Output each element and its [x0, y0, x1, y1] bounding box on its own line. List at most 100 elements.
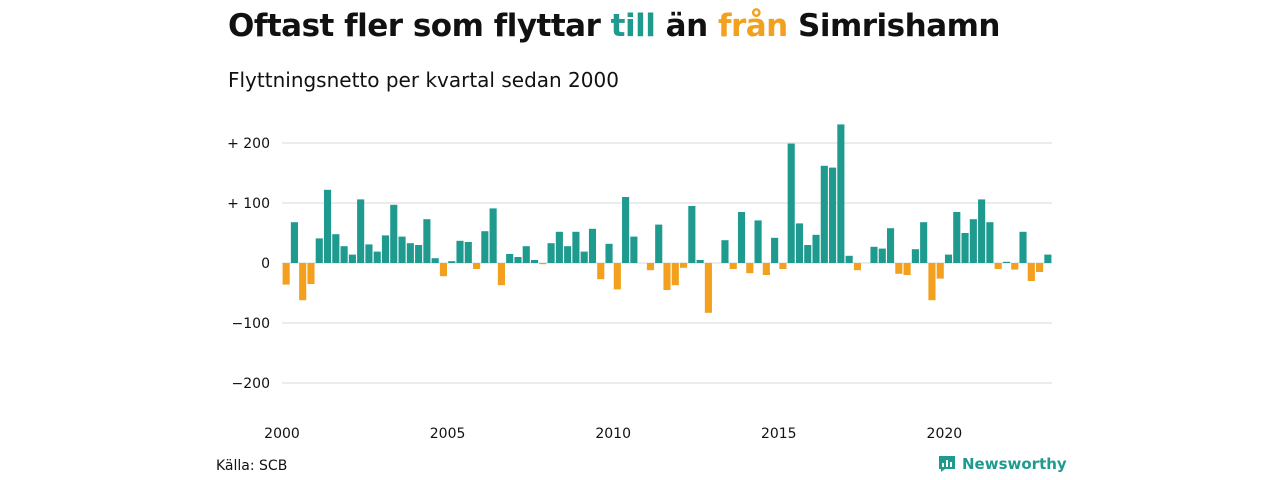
bar: 2016-Q4: 231 [837, 124, 845, 264]
bar: 2003-Q2: 97 [390, 204, 398, 263]
bar: 2021-Q4: 2 [1002, 261, 1011, 263]
bar: 2009-Q2: 57 [588, 228, 597, 263]
bar: 2007-Q4: -2 [539, 263, 547, 265]
bar: 2007-Q3: 5 [530, 260, 539, 263]
bar: 2019-Q1: 23 [911, 249, 919, 263]
bar: 2001-Q1: 41 [315, 238, 323, 263]
bar: 2008-Q2: 52 [555, 231, 563, 263]
bar: 2014-Q3: -20 [762, 263, 770, 275]
x-tick-label: 2000 [264, 426, 300, 442]
x-tick-label: 2020 [927, 426, 963, 442]
bar: 2001-Q4: 28 [340, 246, 348, 263]
bar: 2012-Q1: -8 [680, 263, 688, 268]
bar: 2014-Q4: 42 [771, 237, 779, 263]
bar: 2021-Q3: -10 [994, 263, 1002, 269]
bar: 2015-Q1: -10 [779, 263, 787, 269]
bar: 2007-Q1: 10 [514, 257, 522, 263]
bar: 2008-Q1: 33 [547, 243, 555, 263]
bar: 2022-Q2: 52 [1019, 231, 1027, 263]
bar: 2016-Q2: 162 [820, 165, 828, 263]
bar: 2005-Q2: 37 [456, 240, 464, 263]
bar: 2020-Q3: 50 [961, 233, 969, 263]
bar: 2020-Q2: 85 [953, 212, 961, 263]
bar: 2011-Q1: -12 [646, 263, 654, 271]
bar: 2017-Q2: -12 [853, 263, 861, 271]
x-tick-label: 2010 [595, 426, 631, 442]
x-axis-ticks: 2000 2005 2010 2015 2020 [264, 426, 962, 442]
bar: 2013-Q4: 85 [737, 212, 746, 263]
bar: 2004-Q3: 8 [431, 258, 439, 263]
bar: 2004-Q1: 30 [415, 245, 423, 263]
bar: 2004-Q4: -22 [439, 263, 448, 277]
y-tick-label: + 100 [227, 196, 270, 212]
bar: 2011-Q4: -37 [671, 263, 679, 286]
bar: 2003-Q4: 33 [406, 243, 414, 263]
bar: 2014-Q1: -17 [746, 263, 754, 274]
bar: 2001-Q3: 48 [332, 234, 340, 263]
bar: 2000-Q1: -36 [282, 263, 290, 285]
bar: 2010-Q3: 44 [630, 236, 638, 263]
bar: 2004-Q2: 73 [423, 219, 431, 263]
bar: 2019-Q2: 68 [920, 222, 928, 263]
bar: 2010-Q1: -44 [613, 263, 621, 290]
bar: 2023-Q1: 14 [1044, 254, 1052, 263]
bar: 2018-Q4: -20 [903, 263, 911, 275]
bar: 2014-Q2: 71 [754, 220, 762, 263]
bar: 2022-Q3: -30 [1027, 263, 1035, 281]
bar: 2008-Q3: 28 [564, 246, 572, 263]
bar: 2010-Q2: 110 [622, 197, 630, 263]
bar: 2000-Q4: -35 [307, 263, 315, 284]
newsworthy-logo-icon [939, 456, 955, 472]
bar: 2006-Q1: 53 [481, 231, 489, 263]
bar: 2007-Q2: 28 [522, 246, 530, 263]
source-note: Källa: SCB [216, 458, 288, 474]
title-part-5: Simrishamn [787, 8, 1001, 44]
bar: 2005-Q3: 35 [464, 242, 472, 263]
bar: 2017-Q4: 27 [870, 246, 878, 263]
y-tick-label: + 200 [227, 136, 270, 152]
y-tick-label: 0 [261, 256, 270, 272]
x-tick-label: 2005 [430, 426, 466, 442]
x-tick-label: 2015 [761, 426, 797, 442]
bar: 2006-Q2: 91 [489, 208, 497, 263]
bar: 2003-Q1: 46 [381, 235, 390, 263]
bar: 2011-Q3: -45 [663, 263, 671, 290]
bar: 2020-Q1: 14 [944, 254, 953, 263]
bar: 2022-Q4: -15 [1036, 263, 1044, 272]
bar: 2016-Q3: 159 [829, 167, 837, 263]
bar: 2019-Q3: -62 [928, 263, 936, 301]
bar: 2013-Q3: -10 [729, 263, 737, 269]
bar: 2005-Q4: -10 [473, 263, 481, 269]
newsworthy-logo[interactable]: Newsworthy [938, 455, 1067, 473]
bar: 2001-Q2: 122 [323, 189, 332, 263]
y-tick-label: −100 [232, 316, 270, 332]
bar: 2018-Q3: -18 [895, 263, 903, 274]
title-part-1: Oftast fler som flyttar [228, 8, 611, 44]
bars: 2000-Q1: -362000-Q2: 682000-Q3: -622000-… [282, 124, 1052, 313]
title-highlight-fran: från [717, 8, 788, 44]
title-highlight-till: till [610, 8, 656, 44]
bar: 2003-Q3: 44 [398, 236, 406, 263]
y-axis-ticks: + 200 + 100 0 −100 −200 [227, 136, 270, 392]
bar: 2006-Q3: -37 [497, 263, 505, 286]
bar: 2017-Q1: 12 [845, 255, 853, 263]
bar: 2019-Q4: -26 [936, 263, 944, 279]
bar: 2018-Q1: 24 [878, 248, 886, 263]
bar: 2009-Q3: -27 [597, 263, 605, 280]
chart-subtitle: Flyttningsnetto per kvartal sedan 2000 [228, 68, 619, 92]
bar: 2016-Q1: 47 [812, 234, 820, 263]
bar: 2018-Q2: 58 [886, 228, 895, 263]
bar: 2008-Q4: 52 [572, 231, 580, 263]
brand-name: Newsworthy [962, 455, 1067, 473]
bar: 2009-Q1: 19 [580, 251, 588, 263]
bar: 2009-Q4: 32 [605, 243, 613, 263]
bar: 2015-Q3: 66 [795, 223, 804, 263]
bar: 2006-Q4: 15 [506, 254, 514, 263]
bar: 2000-Q2: 68 [290, 222, 298, 263]
chart-title: Oftast fler som flyttar till än från Sim… [228, 8, 1001, 44]
bar: 2012-Q3: 5 [696, 260, 704, 263]
